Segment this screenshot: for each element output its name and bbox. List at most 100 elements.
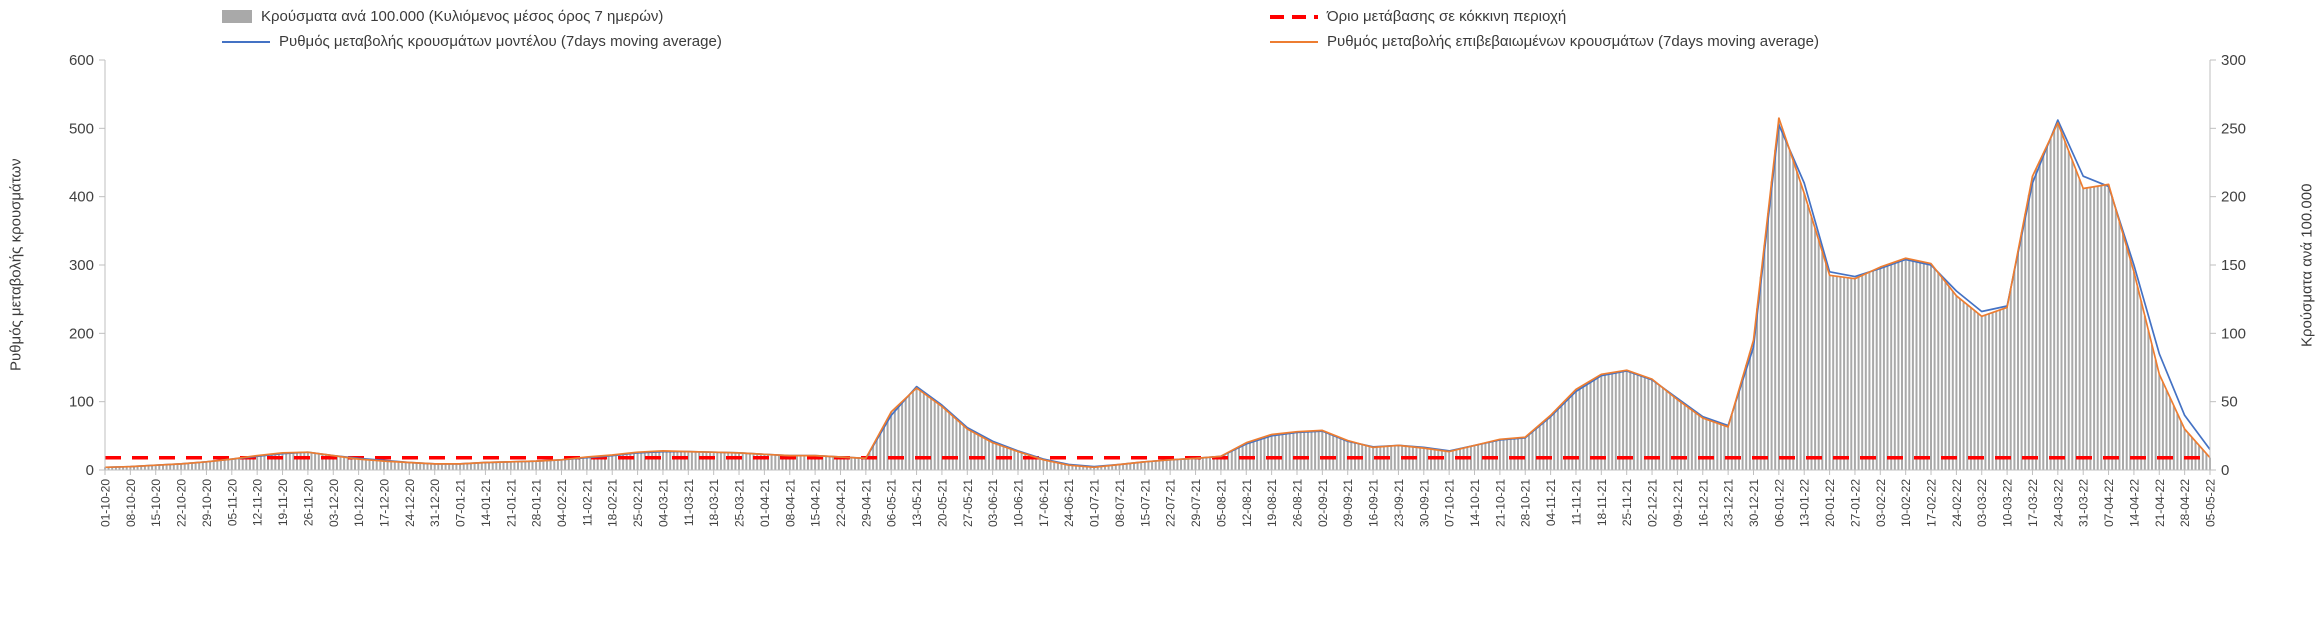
x-axis-labels: 01-10-20 08-10-20 15-10-20 22-10-20 29-10-20… bbox=[99, 470, 2218, 527]
svg-text:08-10-20: 08-10-20 bbox=[124, 479, 138, 527]
svg-text:15-07-21: 15-07-21 bbox=[1138, 479, 1152, 527]
threshold-legend-label: Όριο μετάβασης σε κόκκινη περιοχή bbox=[1327, 8, 1567, 25]
svg-text:29-07-21: 29-07-21 bbox=[1189, 479, 1203, 527]
svg-text:01-10-20: 01-10-20 bbox=[99, 479, 113, 527]
svg-text:300: 300 bbox=[69, 257, 94, 274]
svg-text:11-02-21: 11-02-21 bbox=[580, 479, 594, 526]
svg-text:25-02-21: 25-02-21 bbox=[631, 479, 645, 527]
legend-column-left: Κρούσματα ανά 100.000 (Κυλιόμενος μέσος … bbox=[222, 4, 722, 54]
svg-text:50: 50 bbox=[2221, 394, 2238, 411]
svg-text:04-02-21: 04-02-21 bbox=[555, 479, 569, 527]
svg-text:0: 0 bbox=[2221, 462, 2229, 479]
svg-text:10-06-21: 10-06-21 bbox=[1012, 479, 1026, 527]
svg-text:21-01-21: 21-01-21 bbox=[504, 479, 518, 527]
svg-text:01-07-21: 01-07-21 bbox=[1088, 479, 1102, 527]
svg-text:16-12-21: 16-12-21 bbox=[1696, 479, 1710, 527]
svg-text:0: 0 bbox=[86, 462, 94, 479]
threshold-dash-swatch-icon bbox=[1270, 14, 1318, 19]
svg-text:18-03-21: 18-03-21 bbox=[707, 479, 721, 527]
svg-text:17-12-20: 17-12-20 bbox=[378, 479, 392, 527]
confirmed-rate-line bbox=[104, 117, 2211, 469]
svg-text:05-11-20: 05-11-20 bbox=[225, 479, 239, 526]
svg-text:31-03-22: 31-03-22 bbox=[2077, 479, 2091, 527]
svg-text:03-06-21: 03-06-21 bbox=[986, 479, 1000, 527]
svg-text:03-03-22: 03-03-22 bbox=[1975, 479, 1989, 527]
svg-text:05-08-21: 05-08-21 bbox=[1214, 479, 1228, 527]
svg-text:12-11-20: 12-11-20 bbox=[251, 479, 265, 526]
svg-text:17-02-22: 17-02-22 bbox=[1925, 479, 1939, 527]
svg-text:100: 100 bbox=[69, 394, 94, 411]
svg-text:25-03-21: 25-03-21 bbox=[733, 479, 747, 527]
svg-text:05-05-22: 05-05-22 bbox=[2204, 479, 2218, 527]
svg-text:08-04-21: 08-04-21 bbox=[783, 479, 797, 527]
svg-text:300: 300 bbox=[2221, 52, 2246, 69]
svg-text:01-04-21: 01-04-21 bbox=[758, 479, 772, 527]
svg-text:07-10-21: 07-10-21 bbox=[1443, 479, 1457, 527]
confirmed-legend-label: Ρυθμός μεταβολής επιβεβαιωμένων κρουσμάτ… bbox=[1327, 33, 1819, 50]
svg-text:20-05-21: 20-05-21 bbox=[935, 479, 949, 527]
legend-item-confirmed: Ρυθμός μεταβολής επιβεβαιωμένων κρουσμάτ… bbox=[1270, 29, 1819, 54]
svg-text:15-04-21: 15-04-21 bbox=[809, 479, 823, 527]
model-line-swatch-icon bbox=[222, 40, 270, 43]
svg-text:23-12-21: 23-12-21 bbox=[1722, 479, 1736, 527]
svg-text:24-03-22: 24-03-22 bbox=[2051, 479, 2065, 527]
svg-text:600: 600 bbox=[69, 52, 94, 69]
y-axis-right-labels: 0 50 100 150 200 250 300 bbox=[2210, 52, 2246, 479]
svg-text:15-10-20: 15-10-20 bbox=[149, 479, 163, 527]
svg-text:09-12-21: 09-12-21 bbox=[1671, 479, 1685, 527]
svg-text:03-12-20: 03-12-20 bbox=[327, 479, 341, 527]
svg-text:12-08-21: 12-08-21 bbox=[1240, 479, 1254, 527]
svg-text:13-05-21: 13-05-21 bbox=[910, 479, 924, 527]
svg-text:16-09-21: 16-09-21 bbox=[1367, 479, 1381, 527]
svg-text:100: 100 bbox=[2221, 325, 2246, 342]
svg-text:22-04-21: 22-04-21 bbox=[834, 479, 848, 527]
bars-series bbox=[104, 118, 2211, 471]
svg-text:14-01-21: 14-01-21 bbox=[479, 479, 493, 527]
svg-text:02-09-21: 02-09-21 bbox=[1316, 479, 1330, 527]
legend-item-bars: Κρούσματα ανά 100.000 (Κυλιόμενος μέσος … bbox=[222, 4, 722, 29]
svg-text:10-12-20: 10-12-20 bbox=[352, 479, 366, 527]
y-axis-left-title: Ρυθμός μεταβολής κρουσμάτων bbox=[7, 158, 25, 372]
svg-text:20-01-22: 20-01-22 bbox=[1823, 479, 1837, 527]
svg-text:24-12-20: 24-12-20 bbox=[403, 479, 417, 527]
svg-text:03-02-22: 03-02-22 bbox=[1874, 479, 1888, 527]
bars-legend-label: Κρούσματα ανά 100.000 (Κυλιόμενος μέσος … bbox=[261, 8, 664, 25]
svg-text:07-04-22: 07-04-22 bbox=[2102, 479, 2116, 527]
svg-text:19-11-20: 19-11-20 bbox=[276, 479, 290, 526]
svg-text:22-10-20: 22-10-20 bbox=[175, 479, 189, 527]
svg-text:06-01-22: 06-01-22 bbox=[1772, 479, 1786, 527]
svg-text:17-06-21: 17-06-21 bbox=[1037, 479, 1051, 527]
svg-text:29-10-20: 29-10-20 bbox=[200, 479, 214, 527]
svg-text:13-01-22: 13-01-22 bbox=[1798, 479, 1812, 527]
svg-text:07-01-21: 07-01-21 bbox=[454, 479, 468, 527]
legend-item-model: Ρυθμός μεταβολής κρουσμάτων μοντέλου (7d… bbox=[222, 29, 722, 54]
svg-text:25-11-21: 25-11-21 bbox=[1620, 479, 1634, 526]
svg-text:200: 200 bbox=[2221, 189, 2246, 206]
svg-text:30-09-21: 30-09-21 bbox=[1417, 479, 1431, 527]
svg-text:21-10-21: 21-10-21 bbox=[1493, 479, 1507, 527]
svg-text:10-02-22: 10-02-22 bbox=[1899, 479, 1913, 527]
bars-swatch-icon bbox=[222, 10, 252, 23]
svg-text:23-09-21: 23-09-21 bbox=[1392, 479, 1406, 527]
svg-text:27-05-21: 27-05-21 bbox=[961, 479, 975, 527]
svg-text:10-03-22: 10-03-22 bbox=[2001, 479, 2015, 527]
svg-text:19-08-21: 19-08-21 bbox=[1265, 479, 1279, 527]
svg-text:24-06-21: 24-06-21 bbox=[1062, 479, 1076, 527]
svg-text:18-11-21: 18-11-21 bbox=[1595, 479, 1609, 526]
svg-text:14-10-21: 14-10-21 bbox=[1468, 479, 1482, 527]
svg-text:24-02-22: 24-02-22 bbox=[1950, 479, 1964, 527]
svg-text:200: 200 bbox=[69, 325, 94, 342]
svg-text:30-12-21: 30-12-21 bbox=[1747, 479, 1761, 527]
legend-column-right: Όριο μετάβασης σε κόκκινη περιοχή Ρυθμός… bbox=[1270, 4, 1819, 54]
svg-text:22-07-21: 22-07-21 bbox=[1164, 479, 1178, 527]
svg-text:27-01-22: 27-01-22 bbox=[1848, 479, 1862, 527]
svg-text:26-11-20: 26-11-20 bbox=[301, 479, 315, 526]
svg-text:250: 250 bbox=[2221, 120, 2246, 137]
svg-text:28-04-22: 28-04-22 bbox=[2178, 479, 2192, 527]
svg-text:150: 150 bbox=[2221, 257, 2246, 274]
chart-legend: Κρούσματα ανά 100.000 (Κυλιόμενος μέσος … bbox=[0, 0, 2321, 56]
svg-text:18-02-21: 18-02-21 bbox=[606, 479, 620, 527]
svg-text:28-01-21: 28-01-21 bbox=[530, 479, 544, 527]
svg-text:02-12-21: 02-12-21 bbox=[1646, 479, 1660, 527]
